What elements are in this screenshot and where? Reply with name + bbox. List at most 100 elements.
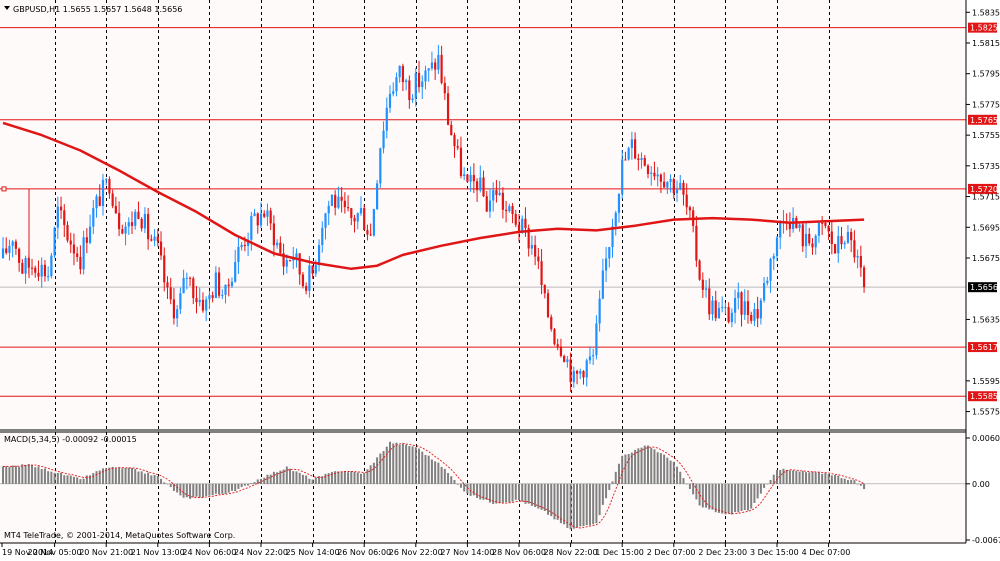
candle-body (59, 206, 63, 211)
macd-histogram-bar (230, 483, 233, 491)
candle-body (488, 200, 492, 212)
macd-histogram-bar (192, 483, 195, 498)
macd-histogram-bar (447, 472, 450, 484)
macd-histogram-bar (376, 457, 379, 484)
macd-histogram-bar (221, 483, 224, 494)
candle-body (176, 309, 179, 319)
macd-histogram-bar (308, 478, 311, 484)
candle-body (192, 278, 195, 299)
candle-body (363, 208, 366, 231)
candle-body (675, 189, 679, 194)
candle-body (643, 158, 646, 166)
level-price-tag (968, 114, 997, 125)
macd-histogram-bar (621, 455, 624, 484)
candle-body (224, 284, 227, 295)
price-tick-label: 1.5835 (972, 8, 1000, 17)
macd-histogram-bar (389, 441, 391, 484)
candle-body (730, 312, 733, 323)
candle-body (72, 244, 76, 254)
macd-histogram-bar (256, 479, 259, 484)
candle-body (314, 265, 317, 274)
macd-histogram-bar (250, 483, 253, 484)
candle-body (479, 177, 482, 191)
macd-histogram-bar (611, 481, 614, 484)
dropdown-triangle-icon[interactable] (4, 6, 10, 10)
macd-histogram-bar (588, 483, 591, 526)
macd-histogram-bar (559, 483, 562, 524)
macd-histogram-bar (656, 452, 659, 484)
candle-body (772, 256, 775, 259)
candle-body (743, 301, 746, 315)
macd-histogram-bar (498, 483, 501, 504)
candle-body (572, 370, 575, 383)
candle-body (388, 93, 392, 108)
candle-body (234, 261, 237, 282)
macd-histogram-bar (763, 483, 766, 488)
level-anchor-handle[interactable] (1, 186, 7, 192)
candle-body (843, 242, 846, 245)
candle-body (301, 274, 305, 287)
candle-body (227, 284, 230, 286)
macd-tick-label: 0.00601 (972, 434, 1000, 443)
candle-body (250, 215, 253, 240)
candle-body (759, 300, 762, 319)
candle-body (604, 258, 608, 271)
macd-histogram-bar (817, 471, 820, 484)
candle-body (688, 207, 692, 211)
moving-average (2, 121, 865, 271)
candle-body (308, 265, 311, 291)
candle-body (85, 237, 88, 243)
candle-body (498, 192, 501, 195)
macd-histogram-bar (205, 483, 208, 496)
candle-body (808, 233, 811, 244)
candle-body (317, 245, 321, 266)
candle-body (804, 233, 808, 247)
candle-body (801, 224, 804, 247)
candle-body (243, 245, 246, 247)
candle-body (856, 255, 859, 258)
candle-body (601, 270, 604, 299)
candle-body (685, 194, 688, 208)
candle-body (137, 211, 140, 219)
macd-histogram-bar (753, 483, 756, 503)
macd-histogram-bar (327, 473, 330, 484)
macd-histogram-bar (843, 478, 846, 484)
candle-body (540, 261, 543, 286)
macd-histogram-bar (682, 478, 685, 484)
macd-histogram-bar (40, 468, 43, 484)
time-tick-label: 1 Dec 15:00 (595, 548, 644, 557)
macd-histogram-bar (853, 480, 856, 484)
macd-histogram-bar (821, 473, 824, 484)
candle-body (382, 130, 385, 149)
macd-histogram-bar (508, 483, 511, 503)
candle-body (714, 300, 717, 319)
macd-histogram-bar (108, 467, 111, 484)
candle-body (159, 241, 163, 256)
candle-body (656, 174, 659, 177)
candle-body (621, 159, 624, 194)
candle-body (617, 193, 621, 213)
macd-histogram-bar (527, 483, 530, 504)
macd-histogram-bar (421, 451, 424, 484)
candle-body (546, 293, 550, 317)
candle-body (717, 307, 721, 319)
time-tick-label: 20 Nov 05:00 (28, 548, 82, 557)
candle-body (763, 283, 766, 301)
candle-body (295, 253, 298, 258)
macd-histogram-bar (688, 483, 691, 489)
candle-body (701, 279, 704, 290)
macd-histogram-bar (134, 469, 137, 484)
macd-histogram-bar (14, 465, 17, 484)
candle-body (482, 177, 485, 197)
macd-histogram-bar (569, 483, 572, 530)
candle-body (140, 218, 143, 229)
macd-histogram-bar (663, 454, 666, 484)
candle-body (169, 287, 172, 300)
macd-histogram-bar (350, 471, 353, 484)
macd-histogram-bar (330, 471, 333, 484)
macd-histogram-bar (737, 483, 740, 513)
macd-histogram-bar (840, 478, 843, 484)
candle-body (443, 82, 446, 94)
candle-body (356, 213, 359, 222)
